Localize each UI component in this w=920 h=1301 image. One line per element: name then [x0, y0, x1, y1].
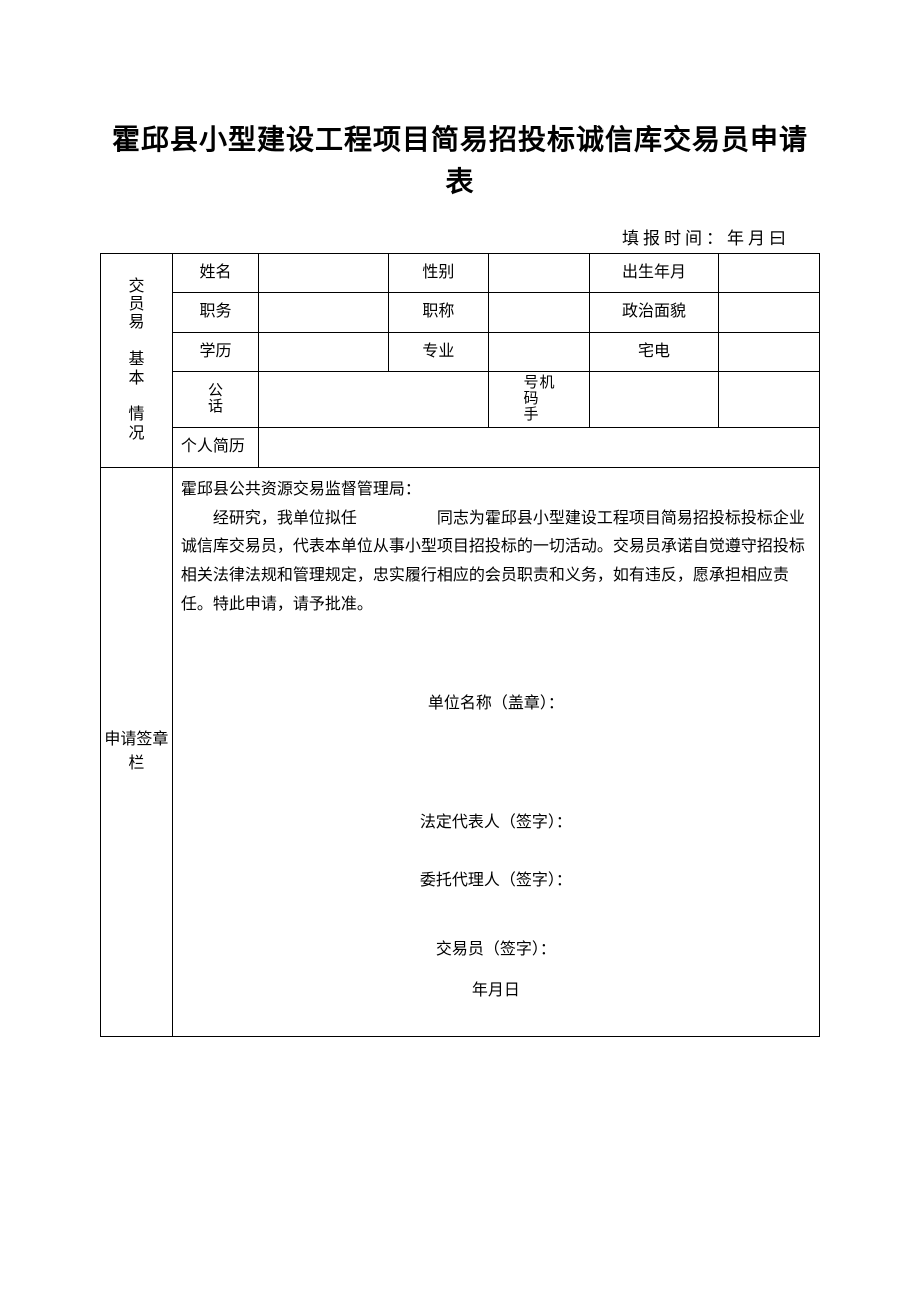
label-major: 专业 — [388, 332, 489, 371]
report-time-label: 填报时间：年月曰 — [100, 224, 820, 249]
value-homephone[interactable] — [719, 332, 820, 371]
label-officephone: 公话 — [172, 372, 258, 428]
label-political: 政治面貌 — [589, 293, 718, 332]
value-officephone[interactable] — [259, 372, 489, 428]
agent-label: 委托代理人（签字）： — [181, 867, 811, 896]
value-political[interactable] — [719, 293, 820, 332]
label-resume: 个人简历 — [172, 428, 258, 467]
value-name[interactable] — [259, 254, 388, 293]
row-phone: 公话 号码手机 — [101, 372, 820, 428]
value-mobile[interactable] — [589, 372, 718, 428]
value-education[interactable] — [259, 332, 388, 371]
unit-seal-label: 单位名称（盖章）： — [181, 690, 811, 719]
value-mobile-extra[interactable] — [719, 372, 820, 428]
label-education: 学历 — [172, 332, 258, 371]
value-resume[interactable] — [259, 428, 820, 467]
row-education: 学历 专业 宅电 — [101, 332, 820, 371]
value-gender[interactable] — [489, 254, 590, 293]
value-major[interactable] — [489, 332, 590, 371]
application-body: 霍邱县公共资源交易监督管理局： 经研究，我单位拟任 同志为霍邱县小型建设工程项目… — [172, 467, 819, 1036]
label-mobile: 号码手机 — [489, 372, 590, 428]
row-name: 交员易 基本 情况 姓名 性别 出生年月 — [101, 254, 820, 293]
section1-header: 交员易 基本 情况 — [101, 254, 173, 468]
label-position: 职务 — [172, 293, 258, 332]
label-homephone: 宅电 — [589, 332, 718, 371]
row-application: 申请签章栏 霍邱县公共资源交易监督管理局： 经研究，我单位拟任 同志为霍邱县小型… — [101, 467, 820, 1036]
label-birth: 出生年月 — [589, 254, 718, 293]
label-title: 职称 — [388, 293, 489, 332]
value-birth[interactable] — [719, 254, 820, 293]
document-title: 霍邱县小型建设工程项目简易招投标诚信库交易员申请表 — [100, 120, 820, 204]
declaration-text: 经研究，我单位拟任 同志为霍邱县小型建设工程项目简易招投标投标企业诚信库交易员，… — [181, 505, 811, 620]
legal-rep-label: 法定代表人（签字）： — [181, 809, 811, 838]
application-form-table: 交员易 基本 情况 姓名 性别 出生年月 职务 职称 政治面貌 学历 专业 宅电… — [100, 253, 820, 1037]
section2-header: 申请签章栏 — [101, 467, 173, 1036]
row-position: 职务 职称 政治面貌 — [101, 293, 820, 332]
label-gender: 性别 — [388, 254, 489, 293]
label-name: 姓名 — [172, 254, 258, 293]
row-resume: 个人简历 — [101, 428, 820, 467]
value-title[interactable] — [489, 293, 590, 332]
addressee: 霍邱县公共资源交易监督管理局： — [181, 476, 811, 505]
sign-date-label: 年月日 — [181, 977, 811, 1006]
value-position[interactable] — [259, 293, 388, 332]
trader-sign-label: 交易员（签字）： — [181, 936, 811, 965]
